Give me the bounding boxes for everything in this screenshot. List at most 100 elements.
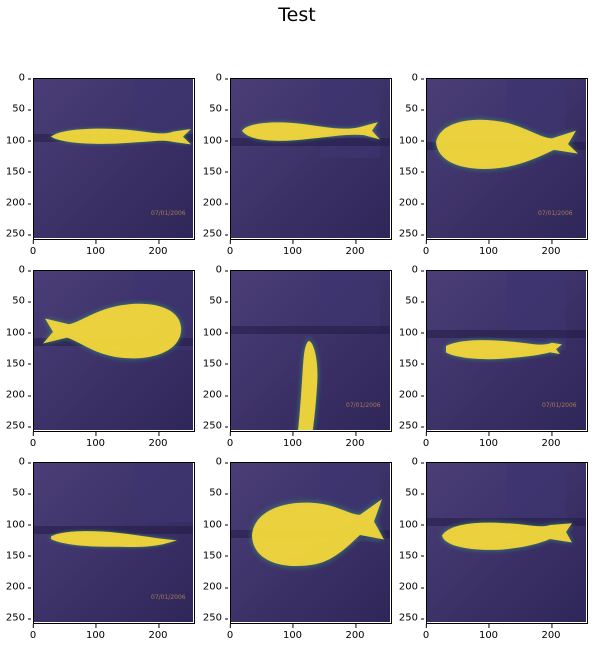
y-tick-label: 100 [5, 327, 32, 338]
x-tick-label: 0 [226, 624, 234, 641]
heatmap-overlay-image [230, 270, 390, 430]
y-tick-label: 50 [209, 103, 228, 115]
y-tick-label: 50 [12, 295, 31, 307]
image-panel-7: 0 50 100 150 200 250 0 100 200 07/01/2006 [6, 457, 195, 641]
y-tick-label: 200 [202, 197, 229, 209]
y-tick-label: 250 [5, 228, 32, 240]
x-tick-label: 0 [29, 624, 37, 641]
x-tick-label: 200 [541, 432, 561, 449]
x-tick-label: 100 [85, 432, 106, 449]
y-tick-label: 50 [209, 487, 228, 499]
image-panel-9: 0 50 100 150 200 250 0 100 200 [399, 457, 588, 641]
y-tick-label: 100 [398, 327, 425, 338]
y-tick-label: 150 [202, 358, 229, 370]
y-tick-label: 150 [202, 166, 229, 178]
y-tick-label: 0 [215, 72, 229, 84]
x-tick-label: 0 [422, 240, 430, 257]
y-tick-label: 150 [202, 550, 229, 562]
x-tick-label: 200 [541, 240, 561, 257]
y-tick-label: 150 [398, 166, 425, 178]
heatmap-overlay-image [230, 462, 390, 622]
y-tick-label: 200 [398, 389, 425, 401]
x-tick-label: 100 [478, 240, 499, 257]
image-panel-1: 0 50 100 150 200 250 0 100 200 07/01/2006 [6, 73, 195, 257]
x-tick-label: 200 [541, 624, 561, 641]
y-tick-label: 200 [202, 581, 229, 593]
x-tick-label: 0 [29, 432, 37, 449]
image-panel-8: 0 50 100 150 200 250 0 100 200 [203, 457, 392, 641]
x-tick-label: 100 [282, 432, 303, 449]
photo-date-stamp: 07/01/2006 [538, 210, 573, 217]
y-tick-label: 250 [5, 420, 32, 432]
x-tick-label: 0 [226, 240, 234, 257]
y-tick-label: 200 [5, 197, 32, 209]
y-tick-label: 250 [202, 228, 229, 240]
x-tick-label: 100 [85, 624, 106, 641]
heatmap-overlay-image [230, 78, 390, 238]
photo-date-stamp: 07/01/2006 [346, 402, 381, 409]
image-panel-2: 0 50 100 150 200 250 0 100 200 [203, 73, 392, 257]
y-tick-label: 200 [398, 581, 425, 593]
heatmap-overlay-image [426, 78, 586, 238]
y-tick-label: 150 [5, 550, 32, 562]
y-tick-label: 250 [398, 612, 425, 624]
y-tick-label: 50 [405, 295, 424, 307]
y-tick-label: 50 [12, 103, 31, 115]
x-tick-label: 0 [226, 432, 234, 449]
y-tick-label: 100 [5, 519, 32, 530]
y-tick-label: 100 [202, 327, 229, 338]
y-tick-label: 250 [398, 228, 425, 240]
y-tick-label: 250 [5, 612, 32, 624]
x-tick-label: 200 [345, 432, 365, 449]
y-tick-label: 50 [405, 103, 424, 115]
y-tick-label: 200 [202, 389, 229, 401]
x-tick-label: 0 [422, 624, 430, 641]
y-tick-label: 200 [398, 197, 425, 209]
figure-title: Test [278, 4, 316, 26]
x-tick-label: 100 [282, 624, 303, 641]
photo-date-stamp: 07/01/2006 [151, 594, 186, 601]
y-tick-label: 200 [5, 389, 32, 401]
y-tick-label: 0 [18, 264, 32, 276]
y-tick-label: 250 [202, 612, 229, 624]
x-tick-label: 100 [282, 240, 303, 257]
y-tick-label: 50 [12, 487, 31, 499]
y-tick-label: 150 [398, 358, 425, 370]
y-tick-label: 100 [5, 135, 32, 146]
y-tick-label: 0 [18, 72, 32, 84]
y-tick-label: 50 [405, 487, 424, 499]
y-tick-label: 200 [5, 581, 32, 593]
y-tick-label: 0 [215, 264, 229, 276]
y-tick-label: 150 [398, 550, 425, 562]
y-tick-label: 0 [411, 264, 425, 276]
y-tick-label: 150 [5, 358, 32, 370]
heatmap-overlay-image [33, 270, 193, 430]
x-tick-label: 0 [29, 240, 37, 257]
y-tick-label: 0 [18, 456, 32, 468]
x-tick-label: 100 [85, 240, 106, 257]
y-tick-label: 250 [398, 420, 425, 432]
image-panel-6: 0 50 100 150 200 250 0 100 200 07/01/2006 [399, 265, 588, 449]
x-tick-label: 200 [148, 432, 168, 449]
image-panel-4: 0 50 100 150 200 250 0 100 200 [6, 265, 195, 449]
image-panel-5: 0 50 100 150 200 250 0 100 200 07/01/2006 [203, 265, 392, 449]
x-tick-label: 100 [478, 624, 499, 641]
y-tick-label: 100 [202, 135, 229, 146]
x-tick-label: 0 [422, 432, 430, 449]
x-tick-label: 200 [345, 624, 365, 641]
y-tick-label: 100 [398, 135, 425, 146]
y-tick-label: 0 [411, 456, 425, 468]
y-tick-label: 0 [411, 72, 425, 84]
y-tick-label: 100 [202, 519, 229, 530]
x-tick-label: 100 [478, 432, 499, 449]
x-tick-label: 200 [345, 240, 365, 257]
heatmap-overlay-image [426, 270, 586, 430]
photo-date-stamp: 07/01/2006 [151, 210, 186, 217]
y-tick-label: 150 [5, 166, 32, 178]
heatmap-overlay-image [33, 462, 193, 622]
heatmap-overlay-image [33, 78, 193, 238]
image-panel-3: 0 50 100 150 200 250 0 100 200 07/01/2006 [399, 73, 588, 257]
heatmap-overlay-image [426, 462, 586, 622]
y-tick-label: 100 [398, 519, 425, 530]
photo-date-stamp: 07/01/2006 [542, 402, 577, 409]
